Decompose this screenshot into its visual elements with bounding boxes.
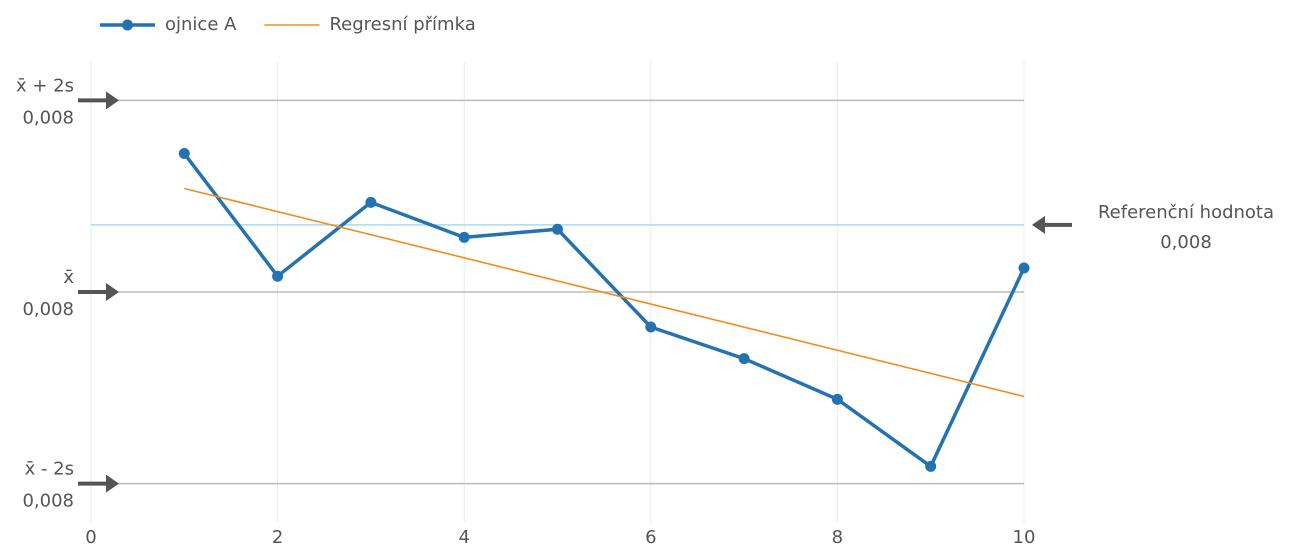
marker: [552, 223, 563, 235]
limit-value-label: 0,008: [22, 107, 74, 128]
marker: [925, 460, 937, 472]
marker: [178, 148, 190, 160]
series-line: [182, 152, 1026, 470]
limit-arrow-head: [106, 283, 119, 301]
x-tick-label: 6: [645, 527, 656, 548]
series-line: [184, 187, 1025, 398]
x-tick-label: 2: [272, 527, 283, 548]
limit-value-label: 0,008: [22, 491, 74, 512]
limit-arrow-head: [106, 474, 119, 493]
marker: [738, 353, 750, 365]
legend-label: ojnice A: [165, 14, 237, 35]
x-tick-label: 10: [1013, 527, 1036, 548]
marker: [645, 321, 657, 333]
limit-label: x̄ - 2s: [25, 459, 74, 480]
reference-label: Referenční hodnota: [1098, 202, 1274, 223]
marker: [1018, 262, 1030, 274]
marker: [365, 196, 377, 208]
limit-label: x̄ + 2s: [16, 75, 74, 96]
reference-value-label: 0,008: [1160, 232, 1212, 253]
limit-label: x̄: [63, 267, 74, 288]
limit-value-label: 0,008: [22, 299, 74, 320]
marker: [272, 270, 284, 282]
reference-arrow-head: [1032, 215, 1045, 234]
limit-arrow-head: [106, 91, 119, 110]
legend-marker: [122, 19, 133, 31]
marker: [458, 231, 470, 243]
x-tick-label: 0: [85, 527, 96, 548]
marker: [831, 393, 843, 405]
x-tick-label: 4: [458, 527, 469, 548]
legend-label: Regresní přímka: [329, 14, 475, 35]
x-tick-label: 8: [832, 527, 843, 548]
